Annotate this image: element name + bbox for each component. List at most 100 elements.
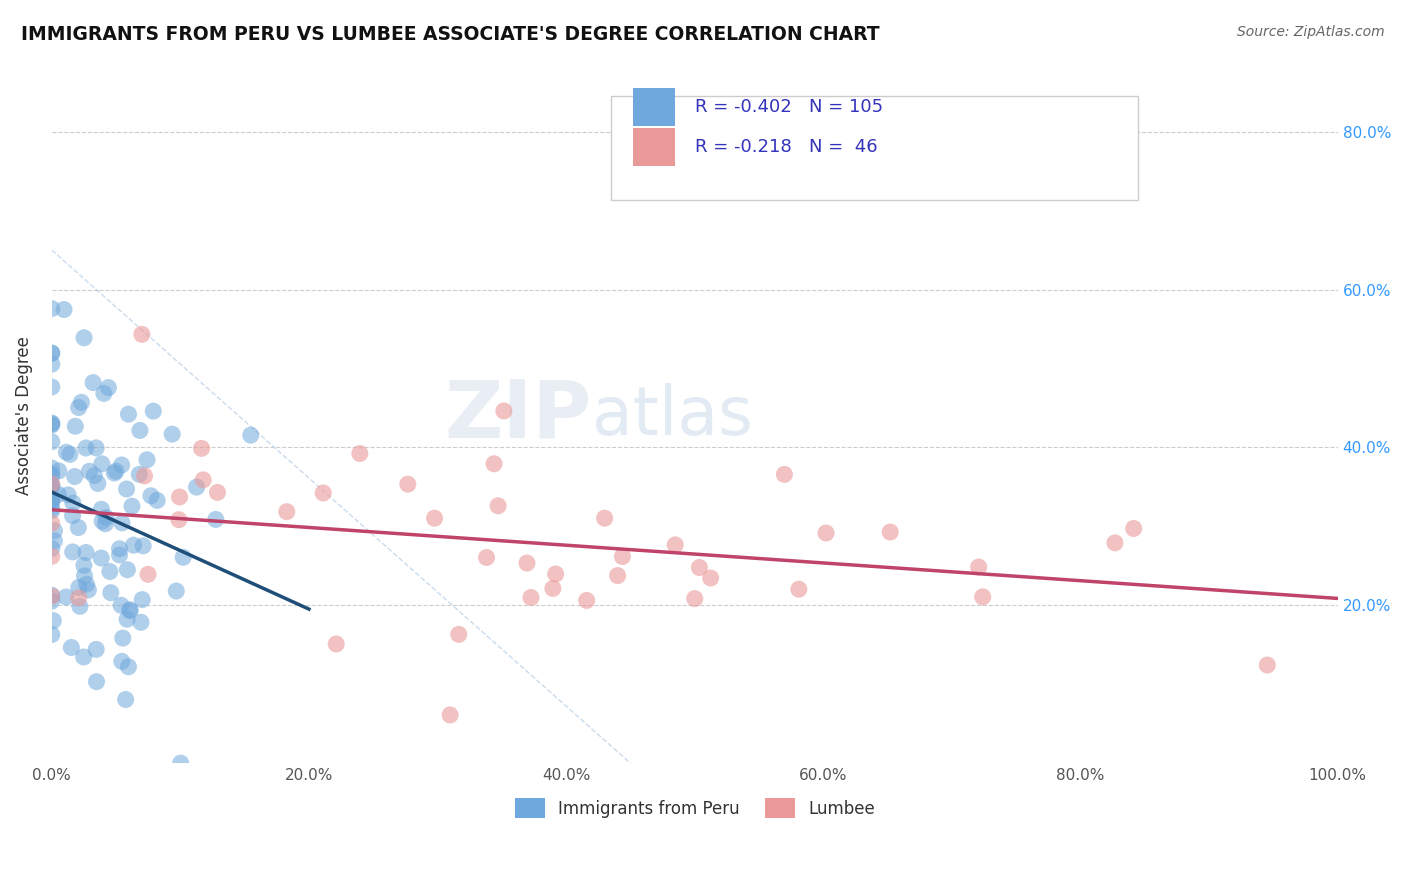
Point — [423, 511, 446, 525]
Point — [90, 502, 112, 516]
Point — [486, 499, 509, 513]
Point — [516, 556, 538, 570]
Point — [103, 466, 125, 480]
Point — [111, 654, 134, 668]
Point — [44, 524, 66, 538]
Point — [172, 550, 194, 565]
Point — [41, 477, 63, 491]
FancyBboxPatch shape — [612, 96, 1139, 201]
Point — [41, 627, 63, 641]
Point — [879, 524, 901, 539]
Point — [41, 549, 63, 564]
Point — [41, 494, 63, 508]
Point — [541, 582, 564, 596]
Point — [62, 508, 84, 523]
Point — [94, 516, 117, 531]
Point — [276, 505, 298, 519]
Text: R = -0.218   N =  46: R = -0.218 N = 46 — [695, 137, 877, 156]
Point — [55, 445, 77, 459]
Point — [108, 541, 131, 556]
Point — [73, 650, 96, 665]
Point — [160, 427, 183, 442]
Point — [165, 584, 187, 599]
Point — [73, 558, 96, 573]
Point — [75, 441, 97, 455]
Point — [115, 482, 138, 496]
Point — [787, 582, 810, 597]
Point — [55, 590, 77, 604]
Point — [41, 346, 63, 360]
Point — [98, 565, 121, 579]
Point — [239, 428, 262, 442]
Point — [77, 582, 100, 597]
Point — [1256, 658, 1278, 673]
Point — [606, 568, 628, 582]
Point — [699, 571, 721, 585]
Point — [44, 533, 66, 548]
Point — [131, 327, 153, 342]
Point — [169, 490, 191, 504]
Point — [139, 489, 162, 503]
Point — [60, 640, 83, 655]
Point — [396, 477, 419, 491]
Point — [41, 589, 63, 603]
Point — [41, 541, 63, 556]
Point — [86, 674, 108, 689]
Point — [75, 545, 97, 559]
Point — [73, 331, 96, 345]
Point — [67, 520, 90, 534]
Point — [815, 526, 838, 541]
Point — [41, 478, 63, 492]
Point — [41, 494, 63, 508]
Point — [136, 567, 159, 582]
Point — [129, 615, 152, 630]
Point — [67, 401, 90, 415]
Bar — [633, 128, 675, 166]
Point — [492, 404, 515, 418]
Point — [207, 485, 229, 500]
Point — [115, 612, 138, 626]
Point — [117, 660, 139, 674]
Point — [104, 464, 127, 478]
Point — [84, 642, 107, 657]
Point — [41, 467, 63, 482]
Point — [142, 404, 165, 418]
Point — [575, 593, 598, 607]
Point — [120, 604, 142, 618]
Point — [128, 467, 150, 482]
Point — [146, 493, 169, 508]
Point — [69, 599, 91, 614]
Point — [65, 419, 87, 434]
Point — [134, 468, 156, 483]
Point — [84, 441, 107, 455]
Point — [121, 499, 143, 513]
Legend: Immigrants from Peru, Lumbee: Immigrants from Peru, Lumbee — [508, 792, 882, 824]
Point — [967, 560, 990, 574]
Point — [41, 493, 63, 508]
Point — [688, 560, 710, 574]
Point — [439, 708, 461, 723]
Point — [122, 538, 145, 552]
Point — [41, 417, 63, 431]
Y-axis label: Associate's Degree: Associate's Degree — [15, 336, 32, 495]
Point — [447, 627, 470, 641]
Point — [186, 480, 208, 494]
Point — [67, 581, 90, 595]
Point — [91, 514, 114, 528]
Point — [93, 386, 115, 401]
Point — [204, 512, 226, 526]
Point — [63, 469, 86, 483]
Point — [544, 566, 567, 581]
Point — [475, 550, 498, 565]
Point — [114, 692, 136, 706]
Point — [62, 545, 84, 559]
Point — [131, 592, 153, 607]
Point — [41, 357, 63, 371]
Point — [41, 594, 63, 608]
Point — [56, 488, 79, 502]
Point — [683, 591, 706, 606]
Point — [53, 302, 76, 317]
Point — [132, 539, 155, 553]
Point — [83, 468, 105, 483]
Point — [41, 434, 63, 449]
